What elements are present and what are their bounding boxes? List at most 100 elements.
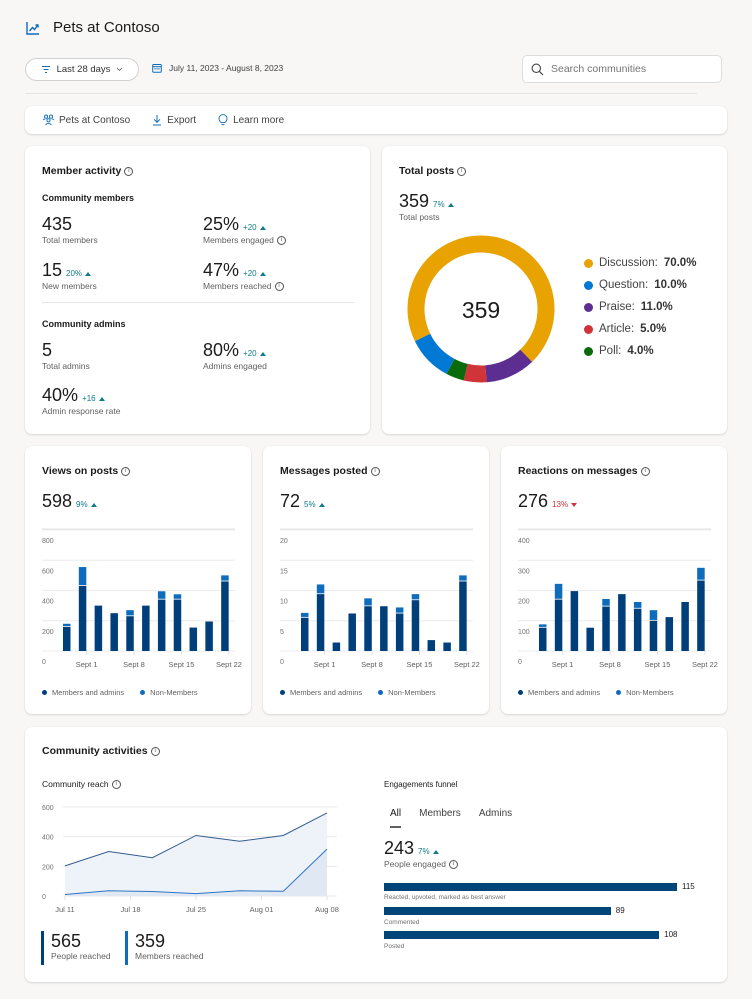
y-tick-label: 20 xyxy=(280,538,288,545)
delta-up: 7% xyxy=(433,200,445,209)
tab-admins[interactable]: Admins xyxy=(478,808,513,819)
bar-members[interactable] xyxy=(570,591,579,651)
bar-non-members[interactable] xyxy=(649,610,658,620)
total-posts-title: Total posts i xyxy=(399,165,467,177)
x-tick-label: Jul 11 xyxy=(55,905,74,914)
messages-legend: Members and admins Non-Members xyxy=(280,688,436,697)
x-tick-label: Sept 15 xyxy=(645,660,671,669)
bar-members[interactable] xyxy=(380,606,388,651)
bar-members[interactable] xyxy=(633,608,642,651)
donut-segment-praise[interactable] xyxy=(484,349,533,383)
y-tick-label: 0 xyxy=(280,659,284,666)
bar-non-members[interactable] xyxy=(63,623,71,626)
bar-members[interactable] xyxy=(618,594,626,651)
bar-members[interactable] xyxy=(173,599,182,651)
engagement-funnel: 115 Reacted, upvoted, marked as best ans… xyxy=(384,881,714,956)
info-icon[interactable]: i xyxy=(640,466,650,476)
bar-non-members[interactable] xyxy=(221,575,229,581)
bar-non-members[interactable] xyxy=(411,594,420,600)
bar-members[interactable] xyxy=(316,594,325,651)
legend-discussion: Discussion: 70.0% xyxy=(584,252,696,274)
bar-members[interactable] xyxy=(205,621,213,651)
info-icon[interactable]: i xyxy=(274,281,284,291)
trend-up-icon xyxy=(259,272,266,276)
line-people-reached[interactable] xyxy=(64,812,328,867)
bar-members[interactable] xyxy=(348,613,356,651)
bar-members[interactable] xyxy=(602,606,610,651)
tab-members[interactable]: Members xyxy=(419,808,461,819)
bar-non-members[interactable] xyxy=(602,598,610,606)
metric-members-reached: 47% +20 Members reached i xyxy=(203,260,284,291)
date-filter-button[interactable]: Last 28 days xyxy=(25,58,139,81)
bar-members[interactable] xyxy=(681,601,689,651)
info-icon[interactable]: i xyxy=(370,466,380,476)
search-box[interactable] xyxy=(522,55,722,83)
info-icon[interactable]: i xyxy=(111,779,121,789)
bar-members[interactable] xyxy=(157,599,166,651)
delta-up: 20% xyxy=(66,269,83,278)
export-button[interactable]: Export xyxy=(152,114,196,126)
donut-segment-discussion[interactable] xyxy=(407,235,555,362)
community-link[interactable]: Pets at Contoso xyxy=(42,114,130,126)
learn-more-link[interactable]: Learn more xyxy=(218,114,284,126)
bar-non-members[interactable] xyxy=(633,601,642,608)
bar-non-members[interactable] xyxy=(157,591,166,599)
bar-members[interactable] xyxy=(459,581,467,651)
community-activities-card: Community activities i Community reach i… xyxy=(25,727,727,982)
bar-members[interactable] xyxy=(443,642,451,651)
bar-non-members[interactable] xyxy=(395,607,404,613)
bar-non-members[interactable] xyxy=(364,598,372,606)
bar-non-members[interactable] xyxy=(316,584,325,594)
x-tick-label: Sept 22 xyxy=(216,660,242,669)
bar-members[interactable] xyxy=(63,626,71,651)
bar-non-members[interactable] xyxy=(697,567,705,580)
bar-members[interactable] xyxy=(427,640,436,651)
area-people-reached xyxy=(65,812,327,896)
bar-non-members[interactable] xyxy=(554,583,563,599)
bar-members[interactable] xyxy=(395,613,404,651)
bar-non-members[interactable] xyxy=(301,612,309,617)
bar-members[interactable] xyxy=(332,642,341,651)
bar-members[interactable] xyxy=(364,606,372,651)
bar-members[interactable] xyxy=(554,599,563,651)
trend-up-icon xyxy=(447,203,454,207)
views-card: Views on posts i 598 9% 0 200 400 600 800 Sept… xyxy=(25,446,251,714)
views-title: Views on posts i xyxy=(42,465,131,477)
bar-non-members[interactable] xyxy=(459,575,467,581)
info-icon[interactable]: i xyxy=(276,235,286,245)
donut-segment-article[interactable] xyxy=(463,363,487,383)
info-icon[interactable]: i xyxy=(124,166,134,176)
bar-members[interactable] xyxy=(189,627,198,651)
bar-members[interactable] xyxy=(221,581,229,651)
bar-members[interactable] xyxy=(110,613,118,651)
info-icon[interactable]: i xyxy=(448,859,458,869)
search-input[interactable] xyxy=(551,63,711,75)
info-icon[interactable]: i xyxy=(121,466,131,476)
filter-icon xyxy=(41,65,50,74)
bar-members[interactable] xyxy=(649,620,658,651)
bar-non-members[interactable] xyxy=(173,594,182,599)
bar-members[interactable] xyxy=(78,585,87,651)
tab-all[interactable]: All xyxy=(390,808,402,828)
bar-non-members[interactable] xyxy=(539,624,547,627)
bar-members[interactable] xyxy=(142,605,150,651)
info-icon[interactable]: i xyxy=(457,166,467,176)
bar-members[interactable] xyxy=(301,617,309,651)
bar-members[interactable] xyxy=(586,627,594,651)
bar-members[interactable] xyxy=(665,617,674,651)
bar-non-members[interactable] xyxy=(78,567,87,586)
info-icon[interactable]: i xyxy=(150,746,160,756)
bar-members[interactable] xyxy=(539,627,547,651)
donut-segment-question[interactable] xyxy=(414,333,455,374)
bar-members[interactable] xyxy=(126,616,134,651)
donut-segment-poll[interactable] xyxy=(446,358,468,381)
legend-article: Article: 5.0% xyxy=(584,318,696,340)
donut-legend: Discussion: 70.0% Question: 10.0% Praise: 1… xyxy=(584,252,696,362)
legend-dot xyxy=(42,690,47,695)
bar-members[interactable] xyxy=(697,580,705,651)
line-members-reached[interactable] xyxy=(64,848,328,896)
bar-members[interactable] xyxy=(94,605,103,651)
bar-non-members[interactable] xyxy=(126,610,134,616)
metric-total-admins: 5 Total admins xyxy=(42,340,90,371)
bar-members[interactable] xyxy=(411,600,420,651)
